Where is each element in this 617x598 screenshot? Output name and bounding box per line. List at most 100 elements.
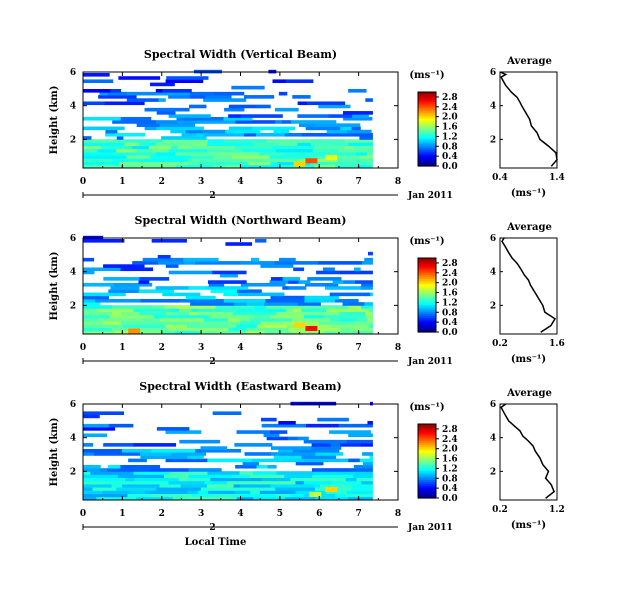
colorbar-segment xyxy=(418,160,436,163)
heatmap-cell xyxy=(266,139,312,143)
heatmap-cell xyxy=(291,318,331,322)
y-tick-label: 2 xyxy=(70,135,76,145)
heatmap-cell xyxy=(303,439,348,444)
heatmap-cell xyxy=(369,308,373,312)
heatmap-cell xyxy=(83,305,113,309)
heatmap-cell xyxy=(151,448,196,453)
heatmap-cell xyxy=(305,282,339,287)
heatmap-cell xyxy=(120,267,154,272)
heatmap-cell xyxy=(207,142,245,146)
heatmap-cell xyxy=(83,327,113,332)
heatmap-cell xyxy=(282,286,289,290)
heatmap-cell xyxy=(224,107,245,112)
heatmap-cell xyxy=(362,461,373,466)
colorbar-tick-label: 0.0 xyxy=(442,328,458,338)
heatmap-cell xyxy=(83,423,110,428)
heatmap-cell xyxy=(209,314,217,319)
heatmap-cell xyxy=(227,496,238,501)
heatmap-cell xyxy=(275,487,316,491)
heatmap-cell xyxy=(165,264,179,268)
colorbar-segment xyxy=(418,164,436,167)
heatmap-cell xyxy=(353,145,362,150)
colorbar-segment xyxy=(418,132,436,136)
panel-title: Spectral Width (Northward Beam) xyxy=(135,214,347,227)
colorbar-segment xyxy=(418,425,436,429)
heatmap-cell xyxy=(132,145,150,150)
heatmap-cell xyxy=(223,116,253,121)
colorbar-segment xyxy=(418,151,436,154)
heatmap-cell xyxy=(266,305,310,309)
heatmap-cell xyxy=(246,302,265,306)
heatmap-cell xyxy=(202,129,226,134)
x-tick-label: 6 xyxy=(316,343,322,353)
heatmap-cell xyxy=(228,104,257,109)
heatmap-cell xyxy=(214,91,245,96)
heatmap-cell xyxy=(156,427,190,431)
heatmap-cell xyxy=(326,308,371,312)
heatmap-cell xyxy=(258,152,285,156)
heatmap-cell xyxy=(301,455,337,459)
heatmap-cell xyxy=(298,280,311,284)
heatmap-cell xyxy=(100,468,108,472)
heatmap-cell xyxy=(232,155,271,159)
heatmap-cell xyxy=(83,282,115,287)
heatmap-cell xyxy=(235,120,276,124)
heatmap-cell xyxy=(143,158,189,162)
heatmap-cell xyxy=(144,126,157,131)
x-tick-label: 3 xyxy=(198,509,204,519)
heatmap-cell xyxy=(152,148,170,153)
heatmap-cell xyxy=(259,490,297,494)
heatmap-cell xyxy=(172,496,188,501)
heatmap-cell xyxy=(83,239,125,243)
heatmap-cell xyxy=(116,148,138,153)
heatmap-cell xyxy=(103,321,122,325)
heatmap-cell xyxy=(294,327,303,332)
heatmap-cell xyxy=(310,161,328,166)
heatmap-cell xyxy=(276,311,304,316)
heatmap-cell xyxy=(345,477,358,482)
heatmap-cell xyxy=(228,327,247,332)
heatmap-cell xyxy=(270,430,288,434)
heatmap-cell xyxy=(273,455,303,459)
heatmap-cell xyxy=(83,484,113,488)
colorbar-segment xyxy=(418,104,436,108)
heatmap-cell xyxy=(326,490,348,494)
heatmap-cell xyxy=(359,155,373,159)
heatmap-cell xyxy=(187,161,199,166)
heatmap-cell xyxy=(225,129,234,134)
average-x-tick-label: 0.2 xyxy=(492,505,508,515)
colorbar-segment xyxy=(418,319,436,322)
heatmap-cell xyxy=(101,164,135,169)
heatmap-cell xyxy=(372,311,373,316)
heatmap-cell xyxy=(171,452,207,456)
heatmap-cell xyxy=(343,116,373,121)
x-tick-label: 4 xyxy=(237,509,243,519)
y-tick-label: 6 xyxy=(70,234,76,244)
heatmap-cell xyxy=(210,289,238,293)
x-tick-label: 7 xyxy=(355,343,361,353)
heatmap-cell xyxy=(274,261,319,265)
heatmap-cell xyxy=(140,455,179,459)
heatmap-cell xyxy=(120,116,152,121)
heatmap-cell xyxy=(191,493,216,498)
colorbar-tick-label: 2.0 xyxy=(442,279,458,289)
heatmap-cell xyxy=(203,98,247,102)
colorbar-tick-label: 0.4 xyxy=(442,484,458,494)
x-tick-label: 0 xyxy=(80,509,86,519)
colorbar-segment xyxy=(418,446,436,449)
y-axis-label: Height (km) xyxy=(49,86,60,155)
heatmap-cell xyxy=(351,330,373,335)
heatmap-cell xyxy=(150,82,175,87)
x-tick-label: 7 xyxy=(355,509,361,519)
heatmap-cell xyxy=(266,436,289,441)
heatmap-cell xyxy=(254,314,271,319)
heatmap-cell xyxy=(307,277,342,281)
heatmap-cell xyxy=(83,116,122,121)
colorbar-unit: (ms⁻¹) xyxy=(409,70,444,81)
heatmap-cell xyxy=(351,484,373,488)
heatmap-cell xyxy=(175,164,212,169)
average-x-tick-label: 1.4 xyxy=(549,173,565,183)
heatmap-cell xyxy=(348,321,373,325)
colorbar-segment xyxy=(418,453,436,457)
